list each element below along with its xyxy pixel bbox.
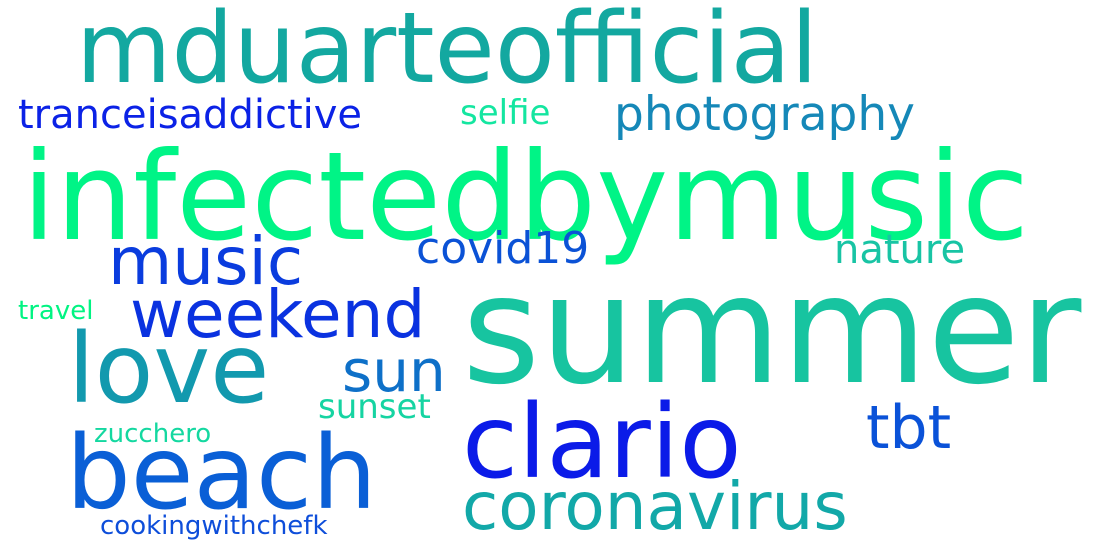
word-coronavirus: coronavirus xyxy=(462,468,848,545)
word-travel: travel xyxy=(18,296,94,326)
word-weekend: weekend xyxy=(130,276,426,353)
word-sunset: sunset xyxy=(318,387,431,427)
word-zucchero: zucchero xyxy=(94,419,212,449)
word-nature: nature xyxy=(834,227,966,273)
word-summer: summer xyxy=(462,244,1082,418)
word-sun: sun xyxy=(342,337,446,405)
word-mduarteofficial: mduarteofficial xyxy=(76,0,818,106)
word-selfie: selfie xyxy=(460,93,551,133)
word-infectedbymusic: infectedbymusic xyxy=(22,126,1029,268)
word-clario: clario xyxy=(462,383,742,502)
word-tbt: tbt xyxy=(866,393,952,463)
word-love: love xyxy=(68,313,270,425)
word-photography: photography xyxy=(614,87,915,142)
word-cookingwithchefk: cookingwithchefk xyxy=(100,511,328,541)
word-music: music xyxy=(108,223,304,300)
word-covid19: covid19 xyxy=(416,223,590,274)
word-beach: beach xyxy=(66,414,377,533)
word-tranceisaddictive: tranceisaddictive xyxy=(18,92,363,138)
